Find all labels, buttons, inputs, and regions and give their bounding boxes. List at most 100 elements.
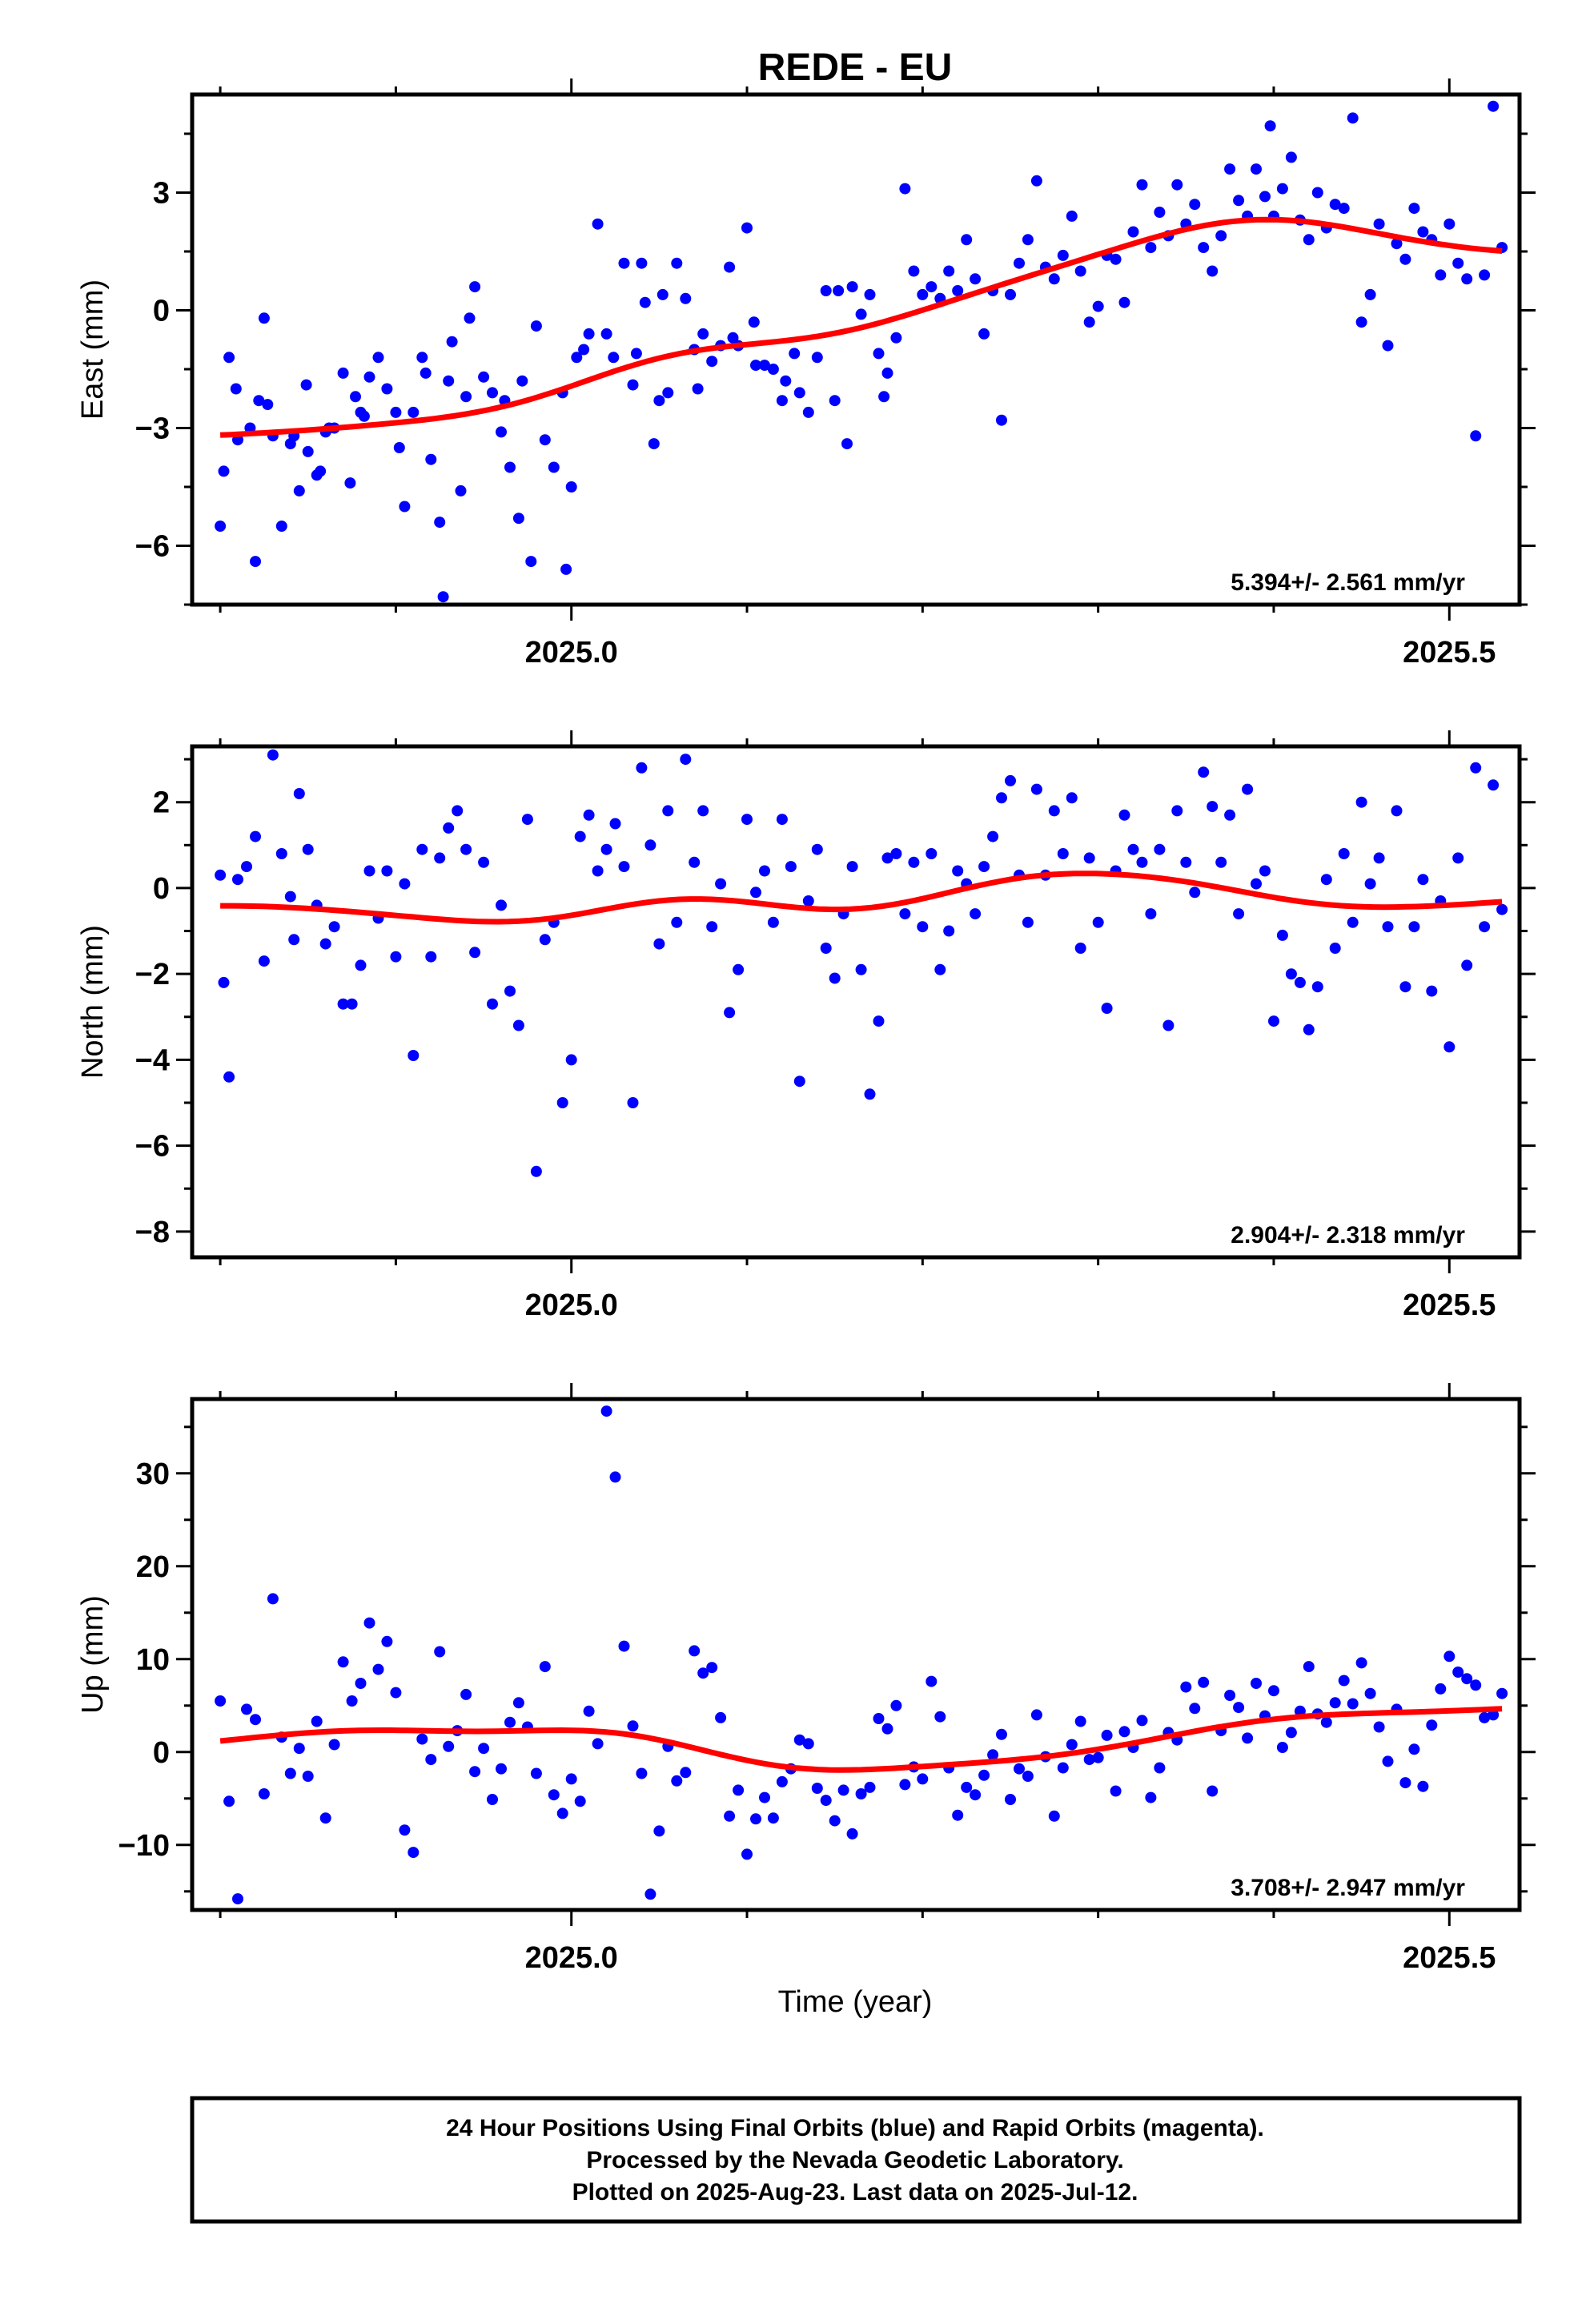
east-data-point bbox=[653, 395, 665, 407]
east-data-point bbox=[1048, 273, 1060, 285]
east-data-point bbox=[1461, 273, 1473, 285]
up-data-point bbox=[1382, 1755, 1394, 1767]
east-data-point bbox=[802, 406, 814, 418]
east-data-point bbox=[425, 453, 437, 465]
up-data-point bbox=[811, 1783, 823, 1794]
east-data-point bbox=[692, 383, 704, 395]
north-data-point bbox=[1048, 805, 1060, 817]
up-data-point bbox=[1030, 1709, 1042, 1721]
up-data-point bbox=[267, 1593, 279, 1605]
up-data-point bbox=[1347, 1698, 1359, 1710]
east-data-point bbox=[230, 383, 242, 395]
east-data-point bbox=[1311, 187, 1323, 199]
up-data-point bbox=[1355, 1657, 1367, 1669]
north-data-point bbox=[1145, 908, 1157, 920]
up-data-point bbox=[355, 1678, 367, 1689]
up-data-point bbox=[996, 1728, 1007, 1740]
east-data-point bbox=[1329, 199, 1341, 211]
north-data-point bbox=[1443, 1041, 1456, 1053]
east-data-point bbox=[1259, 191, 1271, 203]
up-data-point bbox=[1005, 1794, 1016, 1805]
north-data-point bbox=[539, 934, 551, 946]
east-data-point bbox=[899, 183, 911, 195]
up-data-point bbox=[644, 1888, 656, 1900]
up-data-point bbox=[390, 1687, 402, 1699]
east-data-point bbox=[337, 367, 349, 379]
north-data-point bbox=[346, 998, 358, 1010]
east-data-point bbox=[478, 371, 490, 383]
east-data-point bbox=[592, 218, 604, 230]
east-data-point bbox=[846, 281, 858, 293]
footer-line-2: Processed by the Nevada Geodetic Laborat… bbox=[586, 2147, 1123, 2173]
north-data-point bbox=[1391, 805, 1403, 817]
north-data-point bbox=[1373, 852, 1385, 864]
up-data-point bbox=[1145, 1791, 1157, 1803]
east-data-point bbox=[600, 328, 612, 340]
east-data-point bbox=[1355, 316, 1367, 328]
north-data-point bbox=[1251, 878, 1262, 890]
up-data-point bbox=[653, 1825, 665, 1837]
up-data-point bbox=[1110, 1785, 1122, 1797]
east-data-point bbox=[1030, 175, 1042, 187]
east-data-point bbox=[578, 344, 590, 356]
up-data-point bbox=[408, 1847, 420, 1859]
east-data-point bbox=[539, 434, 551, 446]
north-data-point bbox=[943, 925, 955, 937]
east-data-point bbox=[943, 265, 955, 277]
up-data-point bbox=[1180, 1681, 1192, 1693]
up-data-point bbox=[1426, 1719, 1438, 1731]
north-data-points bbox=[215, 749, 1508, 1177]
north-data-point bbox=[574, 830, 586, 842]
east-data-points bbox=[215, 100, 1508, 603]
up-data-point bbox=[1014, 1763, 1025, 1775]
up-data-point bbox=[443, 1740, 455, 1752]
east-data-point bbox=[1285, 151, 1297, 163]
up-data-point bbox=[609, 1471, 621, 1483]
footer-line-3: Plotted on 2025-Aug-23. Last data on 202… bbox=[572, 2179, 1138, 2205]
up-data-point bbox=[434, 1646, 446, 1658]
up-data-point bbox=[1189, 1703, 1201, 1715]
x-axis-label: Time (year) bbox=[778, 1985, 933, 2019]
east-data-point bbox=[372, 352, 384, 364]
up-data-point bbox=[1443, 1651, 1456, 1663]
up-data-point bbox=[583, 1705, 595, 1717]
east-x-tick-label: 2025.5 bbox=[1403, 636, 1496, 669]
up-y-tick-label: 30 bbox=[136, 1458, 170, 1491]
up-data-point bbox=[820, 1795, 832, 1807]
north-data-point bbox=[1303, 1023, 1315, 1035]
up-data-points bbox=[215, 1405, 1508, 1905]
north-data-point bbox=[218, 976, 230, 988]
north-data-point bbox=[987, 830, 999, 842]
up-data-point bbox=[1338, 1675, 1350, 1687]
north-data-point bbox=[767, 916, 779, 928]
up-plot-frame bbox=[190, 1397, 1522, 1912]
north-data-point bbox=[600, 843, 612, 855]
north-data-point bbox=[1276, 929, 1288, 941]
east-data-point bbox=[1443, 218, 1456, 230]
east-data-point bbox=[516, 375, 528, 387]
north-data-point bbox=[521, 814, 533, 826]
east-data-point bbox=[1276, 183, 1288, 195]
north-data-point bbox=[741, 814, 753, 826]
up-data-point bbox=[1276, 1742, 1288, 1753]
east-data-point bbox=[833, 285, 845, 296]
east-data-point bbox=[1488, 100, 1500, 112]
east-data-point bbox=[748, 316, 760, 328]
east-data-point bbox=[1251, 163, 1262, 175]
east-data-point bbox=[873, 348, 885, 360]
north-data-point bbox=[1347, 916, 1359, 928]
up-data-point bbox=[250, 1714, 261, 1726]
north-data-point bbox=[355, 959, 367, 971]
east-data-point bbox=[1171, 179, 1183, 191]
east-data-point bbox=[680, 292, 692, 304]
east-data-point bbox=[829, 395, 841, 407]
north-data-point bbox=[715, 878, 727, 890]
east-data-point bbox=[1364, 288, 1376, 300]
east-data-point bbox=[618, 257, 630, 269]
north-rate-label: 2.904+/- 2.318 mm/yr bbox=[1231, 1222, 1465, 1248]
up-data-point bbox=[512, 1697, 524, 1709]
north-data-point bbox=[390, 951, 402, 963]
north-data-point bbox=[996, 792, 1007, 804]
up-data-point bbox=[1479, 1711, 1491, 1723]
east-data-point bbox=[390, 406, 402, 418]
